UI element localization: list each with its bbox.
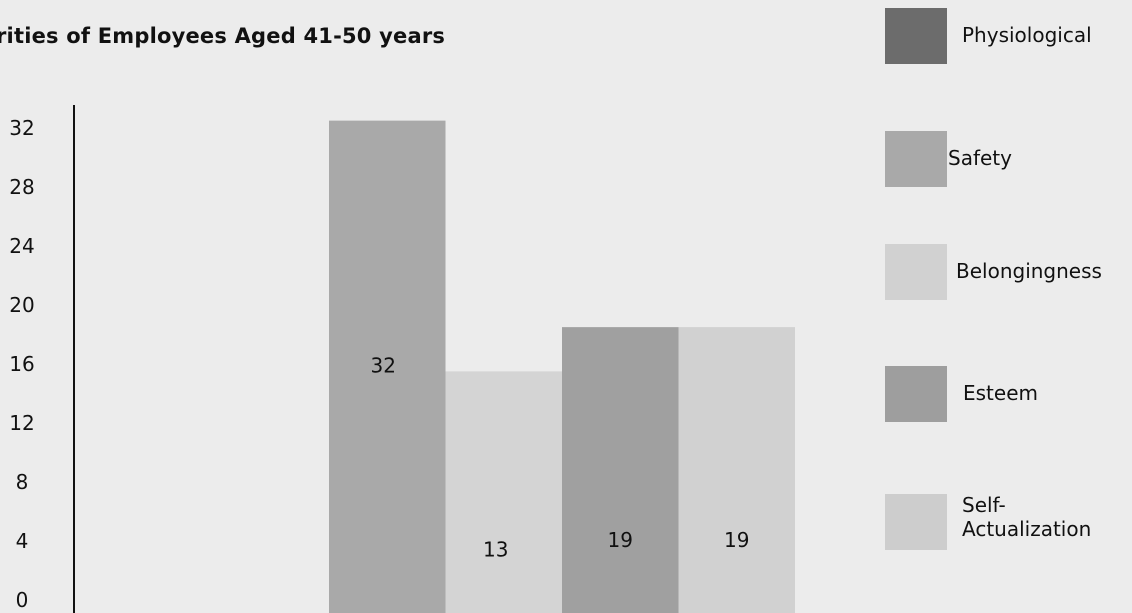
bar <box>329 120 446 613</box>
bar <box>562 327 679 613</box>
bar <box>678 327 795 613</box>
legend-label: Actualization <box>962 517 1091 541</box>
data-label: 32 <box>371 353 396 377</box>
legend-swatch <box>885 366 947 422</box>
y-tick-label: 12 <box>9 411 34 435</box>
legend-swatch <box>885 244 947 300</box>
legend-swatch <box>885 131 947 187</box>
y-tick-label: 32 <box>9 116 34 140</box>
data-label: 13 <box>483 538 508 562</box>
legend-label: Physiological <box>962 23 1092 47</box>
y-tick-label: 4 <box>16 529 29 553</box>
y-tick-label: 20 <box>9 293 34 317</box>
y-tick-label: 24 <box>9 234 34 258</box>
legend-label: Self- <box>962 493 1006 517</box>
legend-swatch <box>885 8 947 64</box>
legend-label: Safety <box>948 146 1012 170</box>
legend-label: Belongingness <box>956 259 1102 283</box>
legend-swatch <box>885 494 947 550</box>
y-tick-label: 16 <box>9 352 34 376</box>
legend-label: Esteem <box>963 381 1038 405</box>
y-tick-label: 8 <box>16 470 29 494</box>
data-label: 19 <box>608 528 633 552</box>
chart-title: rities of Employees Aged 41-50 years <box>0 24 446 48</box>
y-tick-label: 0 <box>16 588 29 612</box>
bar <box>445 371 562 613</box>
data-label: 19 <box>724 528 749 552</box>
y-tick-label: 28 <box>9 175 34 199</box>
